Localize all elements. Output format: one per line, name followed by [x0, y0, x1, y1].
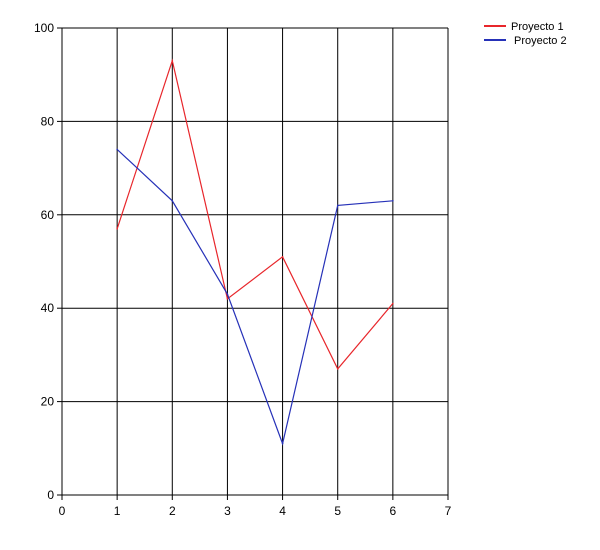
x-tick-label: 5: [334, 504, 341, 518]
y-tick-label: 60: [41, 208, 55, 222]
x-tick-label: 6: [390, 504, 397, 518]
data-point: [281, 256, 284, 258]
data-point: [392, 302, 394, 305]
y-tick-label: 20: [41, 395, 55, 409]
tick-labels: 0 1 2 3 4 5 6 7 0 20 40 60 80 100: [34, 21, 452, 518]
data-point: [116, 148, 118, 151]
legend: Proyecto 1 Proyecto 2: [484, 21, 567, 47]
data-point: [171, 59, 174, 62]
x-tick-label: 2: [169, 504, 176, 518]
data-point: [336, 368, 339, 370]
data-point: [336, 204, 339, 207]
x-tick-label: 4: [279, 504, 286, 518]
series-line-1: [116, 58, 394, 370]
x-tick-label: 7: [445, 504, 452, 518]
data-point: [116, 228, 118, 230]
series-lines: [116, 58, 394, 446]
legend-label-2: Proyecto 2: [514, 35, 567, 47]
y-tick-label: 40: [41, 301, 55, 315]
x-tick-label: 3: [224, 504, 231, 518]
data-point: [226, 293, 229, 295]
y-tick-label: 0: [47, 488, 54, 502]
data-point: [171, 199, 174, 202]
data-point: [392, 199, 394, 202]
data-point: [281, 442, 284, 445]
y-tick-label: 80: [41, 114, 55, 128]
axes: [57, 27, 449, 500]
grid-lines: [62, 27, 449, 495]
data-point: [226, 298, 229, 300]
x-tick-label: 1: [114, 504, 121, 518]
y-tick-label: 100: [34, 21, 54, 35]
x-tick-label: 0: [59, 504, 66, 518]
series-line-2: [116, 148, 393, 446]
legend-label-1: Proyecto 1: [511, 21, 564, 33]
